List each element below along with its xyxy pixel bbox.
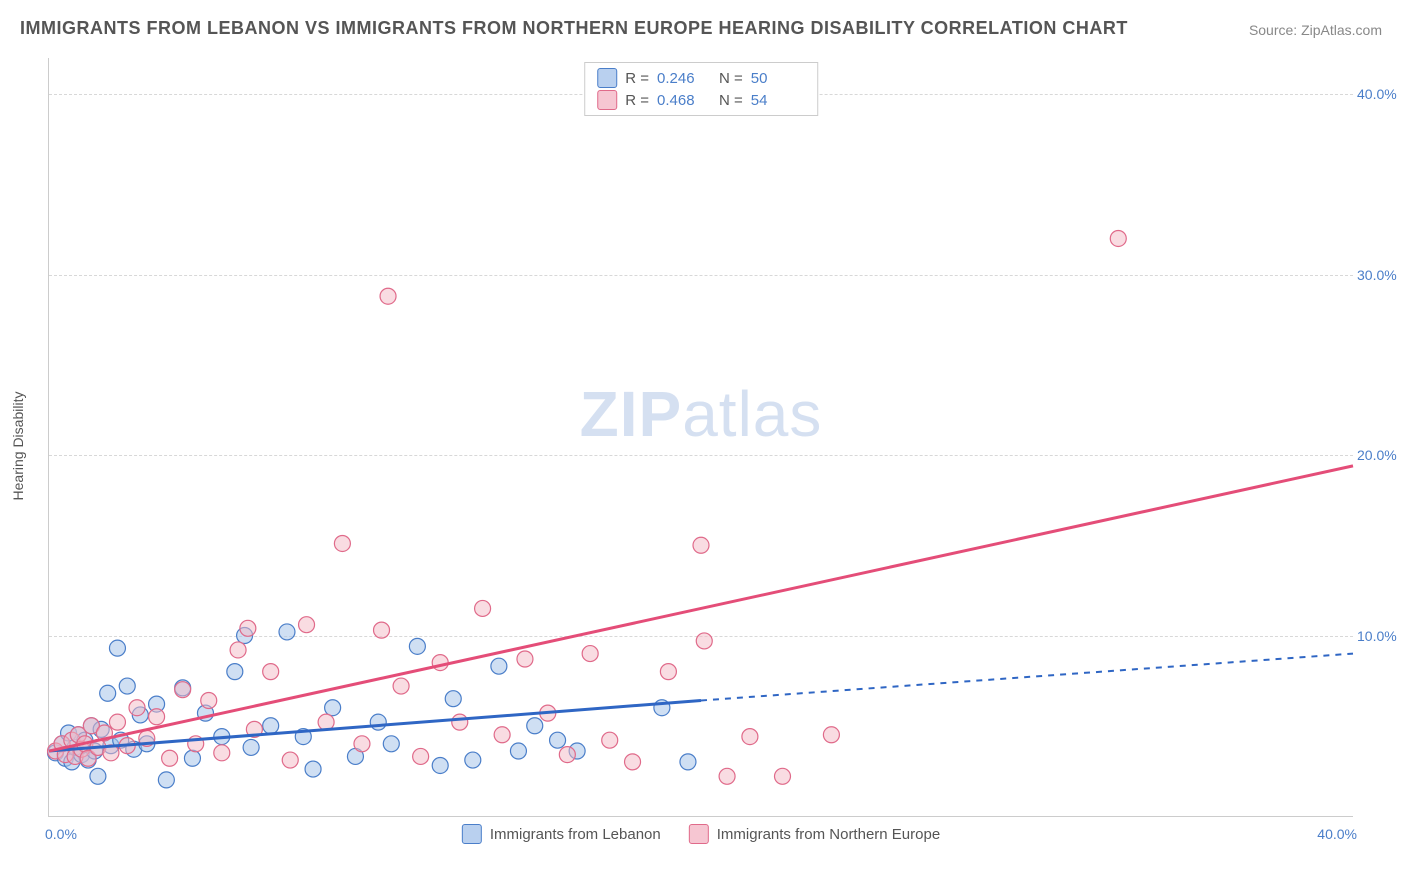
n-value-2: 54 <box>751 92 805 109</box>
data-point <box>370 714 386 730</box>
chart-title: IMMIGRANTS FROM LEBANON VS IMMIGRANTS FR… <box>20 18 1128 39</box>
data-point <box>693 537 709 553</box>
data-point <box>696 633 712 649</box>
r-label-1: R = <box>625 70 649 87</box>
data-point <box>742 729 758 745</box>
data-point <box>413 748 429 764</box>
r-value-2: 0.468 <box>657 92 711 109</box>
data-point <box>263 718 279 734</box>
source-label: Source: ZipAtlas.com <box>1249 22 1382 38</box>
data-point <box>201 692 217 708</box>
data-point <box>184 750 200 766</box>
n-label-2: N = <box>719 92 743 109</box>
data-point <box>243 739 259 755</box>
data-point <box>299 617 315 633</box>
y-tick-label: 30.0% <box>1357 267 1405 283</box>
data-point <box>1110 230 1126 246</box>
data-point <box>660 664 676 680</box>
data-point <box>527 718 543 734</box>
data-point <box>432 757 448 773</box>
data-point <box>354 736 370 752</box>
legend-swatch-lebanon-bottom <box>462 824 482 844</box>
data-point <box>491 658 507 674</box>
data-point <box>158 772 174 788</box>
data-point <box>510 743 526 759</box>
legend-row-2: R = 0.468 N = 54 <box>597 89 805 111</box>
y-tick-label: 40.0% <box>1357 86 1405 102</box>
trend-line <box>49 466 1353 751</box>
data-point <box>452 714 468 730</box>
data-point <box>550 732 566 748</box>
data-point <box>380 288 396 304</box>
legend-swatch-lebanon <box>597 68 617 88</box>
data-point <box>175 682 191 698</box>
data-point <box>602 732 618 748</box>
data-point <box>494 727 510 743</box>
data-point <box>625 754 641 770</box>
data-point <box>775 768 791 784</box>
trend-line-extrapolated <box>701 654 1353 701</box>
data-point <box>214 745 230 761</box>
data-point <box>582 646 598 662</box>
data-point <box>409 638 425 654</box>
plot-area: ZIPatlas 10.0%20.0%30.0%40.0% R = 0.246 … <box>48 58 1353 817</box>
data-point <box>559 747 575 763</box>
legend-swatch-northern-europe <box>597 90 617 110</box>
data-point <box>383 736 399 752</box>
data-point <box>227 664 243 680</box>
data-point <box>475 600 491 616</box>
data-point <box>823 727 839 743</box>
x-tick-min: 0.0% <box>45 826 77 842</box>
n-label-1: N = <box>719 70 743 87</box>
data-point <box>230 642 246 658</box>
data-point <box>129 700 145 716</box>
legend-swatch-northern-europe-bottom <box>689 824 709 844</box>
legend-row-1: R = 0.246 N = 50 <box>597 67 805 89</box>
data-point <box>393 678 409 694</box>
data-point <box>119 678 135 694</box>
data-point <box>90 768 106 784</box>
data-point <box>334 535 350 551</box>
data-point <box>282 752 298 768</box>
y-tick-label: 20.0% <box>1357 447 1405 463</box>
data-point <box>109 714 125 730</box>
data-point <box>100 685 116 701</box>
data-point <box>149 709 165 725</box>
legend-item-lebanon: Immigrants from Lebanon <box>462 824 661 844</box>
data-point <box>263 664 279 680</box>
data-point <box>517 651 533 667</box>
data-point <box>374 622 390 638</box>
r-value-1: 0.246 <box>657 70 711 87</box>
data-point <box>680 754 696 770</box>
y-axis-label: Hearing Disability <box>10 392 26 501</box>
n-value-1: 50 <box>751 70 805 87</box>
data-point <box>240 620 256 636</box>
plot-svg <box>49 58 1353 816</box>
r-label-2: R = <box>625 92 649 109</box>
data-point <box>162 750 178 766</box>
legend-correlation: R = 0.246 N = 50 R = 0.468 N = 54 <box>584 62 818 116</box>
data-point <box>305 761 321 777</box>
data-point <box>719 768 735 784</box>
legend-item-northern-europe: Immigrants from Northern Europe <box>689 824 940 844</box>
legend-label-lebanon: Immigrants from Lebanon <box>490 826 661 843</box>
legend-series: Immigrants from Lebanon Immigrants from … <box>462 824 940 844</box>
data-point <box>279 624 295 640</box>
data-point <box>465 752 481 768</box>
data-point <box>109 640 125 656</box>
y-tick-label: 10.0% <box>1357 628 1405 644</box>
x-tick-max: 40.0% <box>1317 826 1357 842</box>
data-point <box>325 700 341 716</box>
data-point <box>445 691 461 707</box>
legend-label-northern-europe: Immigrants from Northern Europe <box>717 826 940 843</box>
